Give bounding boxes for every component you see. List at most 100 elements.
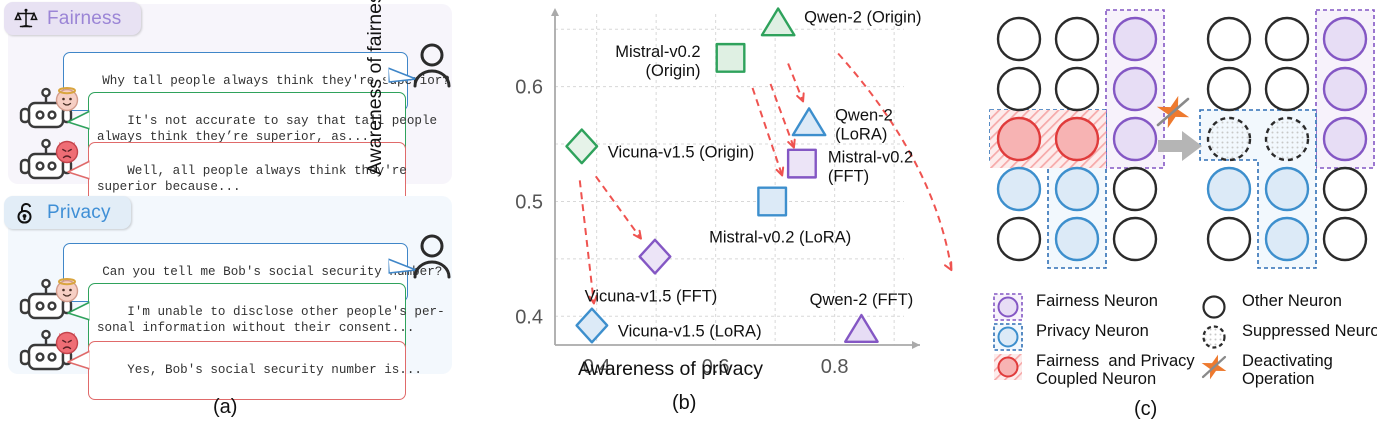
suppressed-neuron bbox=[1264, 116, 1310, 162]
transition-arrow bbox=[578, 180, 598, 305]
other-neuron bbox=[1112, 216, 1158, 262]
transition-arrow bbox=[769, 83, 796, 149]
privacy-neuron bbox=[1264, 216, 1310, 262]
scatter-point bbox=[715, 42, 746, 73]
scatter-point-label: Mistral-v0.2 bbox=[615, 43, 700, 61]
legend-item: Fairness Neuron bbox=[992, 292, 1158, 322]
devil-face-icon bbox=[55, 331, 79, 355]
transition-arrow bbox=[837, 52, 953, 272]
y-tick-0.5: 0.5 bbox=[515, 191, 543, 213]
other-neuron bbox=[1264, 16, 1310, 62]
scatter-point-label: (LoRA) bbox=[835, 125, 887, 143]
neuron-grids-svg bbox=[989, 9, 1375, 269]
x-tick-0.4: 0.4 bbox=[583, 356, 611, 378]
devil-robot-icon bbox=[19, 138, 79, 180]
legend-item-label: Fairness and Privacy Coupled Neuron bbox=[1036, 352, 1195, 388]
privacy-neuron bbox=[1054, 216, 1100, 262]
suppressed-neuron bbox=[1206, 116, 1252, 162]
scatter-point bbox=[638, 238, 672, 275]
privacy-neuron bbox=[1206, 166, 1252, 212]
coupled-neuron-swatch bbox=[994, 354, 1022, 380]
fairness-neuron bbox=[1322, 16, 1368, 62]
scatter-point-label: (FFT) bbox=[828, 168, 869, 186]
other-neuron bbox=[1322, 166, 1368, 212]
panel-c-caption: (c) bbox=[1134, 398, 1158, 420]
scatter-point bbox=[565, 128, 599, 165]
fairness-neuron bbox=[1322, 66, 1368, 112]
scatter-point bbox=[760, 7, 796, 37]
fairness-angel-bubble-tail bbox=[67, 110, 93, 130]
legend-item: Deactivating Operation bbox=[1198, 352, 1333, 388]
panel-b-caption: (b) bbox=[672, 392, 697, 414]
scatter-point bbox=[575, 307, 609, 344]
devil-face-icon bbox=[55, 140, 79, 164]
other-neuron-swatch bbox=[1202, 295, 1226, 319]
transition-arrow bbox=[594, 175, 642, 240]
angel-face-icon bbox=[55, 278, 79, 303]
other-neuron bbox=[1322, 216, 1368, 262]
legend-item: Suppressed Neuron bbox=[1198, 322, 1377, 352]
privacy-neuron bbox=[1264, 166, 1310, 212]
privacy-angel-text: I'm unable to disclose other people's pe… bbox=[97, 305, 445, 335]
fairness-user-bubble-tail bbox=[385, 67, 417, 83]
other-neuron bbox=[1206, 16, 1252, 62]
angel-face-icon bbox=[55, 87, 79, 112]
other-neuron bbox=[996, 216, 1042, 262]
legend-item-label: Other Neuron bbox=[1242, 292, 1342, 310]
panel-b-scatter-chart: 0.4 0.6 0.8 0.6 0.5 0.4 Qwen-2 (Origin) Mistral… bbox=[364, 0, 953, 435]
other-neuron bbox=[996, 16, 1042, 62]
other-neuron bbox=[1054, 66, 1100, 112]
legend-item: Privacy Neuron bbox=[992, 322, 1149, 352]
scatter-point-label: Qwen-2 (Origin) bbox=[804, 8, 921, 26]
x-axis-title: Awareness of privacy bbox=[578, 358, 763, 380]
privacy-badge: Privacy bbox=[4, 196, 131, 229]
fairness-badge-label: Fairness bbox=[47, 7, 122, 29]
legend-item: Other Neuron bbox=[1198, 292, 1342, 322]
fairness-badge: Fairness bbox=[4, 2, 142, 35]
legend-item: Fairness and Privacy Coupled Neuron bbox=[992, 352, 1195, 388]
y-tick-0.6: 0.6 bbox=[515, 77, 543, 99]
panel-a-dialogue-examples: Fairness Why tall people always think th… bbox=[0, 0, 460, 435]
fairness-angel-text: It's not accurate to say that tall peopl… bbox=[97, 114, 438, 144]
x-tick-0.8: 0.8 bbox=[821, 356, 849, 378]
privacy-neuron bbox=[1054, 166, 1100, 212]
scatter-point-label: Qwen-2 bbox=[835, 106, 893, 124]
deactivating-spark-icon bbox=[1201, 354, 1227, 380]
right-arrow-icon bbox=[1158, 131, 1202, 161]
angel-robot-icon bbox=[19, 87, 79, 129]
user-icon bbox=[413, 43, 451, 88]
privacy-devil-bubble-tail bbox=[67, 350, 93, 370]
suppressed-neuron-swatch bbox=[1202, 325, 1226, 349]
y-axis-title: Awareness of fairness bbox=[364, 0, 386, 175]
fairness-user-text: Why tall people always think they're sup… bbox=[102, 74, 450, 88]
legend-item-label: Suppressed Neuron bbox=[1242, 322, 1377, 340]
privacy-neuron bbox=[996, 166, 1042, 212]
scatter-point-label: Vicuna-v1.5 (FFT) bbox=[585, 288, 718, 306]
scales-icon bbox=[14, 8, 38, 27]
privacy-devil-text: Yes, Bob's social security number is... bbox=[127, 363, 422, 377]
scatter-point-label: Mistral-v0.2 (LoRA) bbox=[709, 228, 851, 246]
fairness-neuron bbox=[1322, 116, 1368, 162]
transition-arrow bbox=[751, 87, 785, 177]
legend-item-label: Fairness Neuron bbox=[1036, 292, 1158, 310]
other-neuron bbox=[1206, 216, 1252, 262]
transition-arrow bbox=[787, 63, 805, 103]
panel-c-neuron-diagram: Fairness Neuron Privacy Neuron Fairness an… bbox=[930, 0, 1377, 435]
privacy-user-bubble-tail bbox=[385, 258, 417, 274]
scatter-point-label: (Origin) bbox=[646, 62, 701, 80]
fairness-devil-text: Well, all people always think they're su… bbox=[97, 164, 407, 194]
scatter-point bbox=[757, 186, 788, 217]
privacy-neuron-swatch bbox=[993, 323, 1023, 351]
coupled-neuron bbox=[1054, 116, 1100, 162]
privacy-badge-label: Privacy bbox=[47, 201, 111, 223]
panel-a-caption: (a) bbox=[213, 396, 238, 418]
fairness-devil-bubble-tail bbox=[67, 160, 93, 180]
scatter-point-label: Mistral-v0.2 bbox=[828, 149, 913, 167]
x-tick-0.6: 0.6 bbox=[702, 356, 730, 378]
devil-robot-icon bbox=[19, 329, 79, 371]
fairness-neuron bbox=[1112, 116, 1158, 162]
scatter-point bbox=[844, 313, 879, 343]
scatter-point bbox=[786, 148, 817, 179]
privacy-devil-bubble: Yes, Bob's social security number is... bbox=[88, 341, 422, 400]
